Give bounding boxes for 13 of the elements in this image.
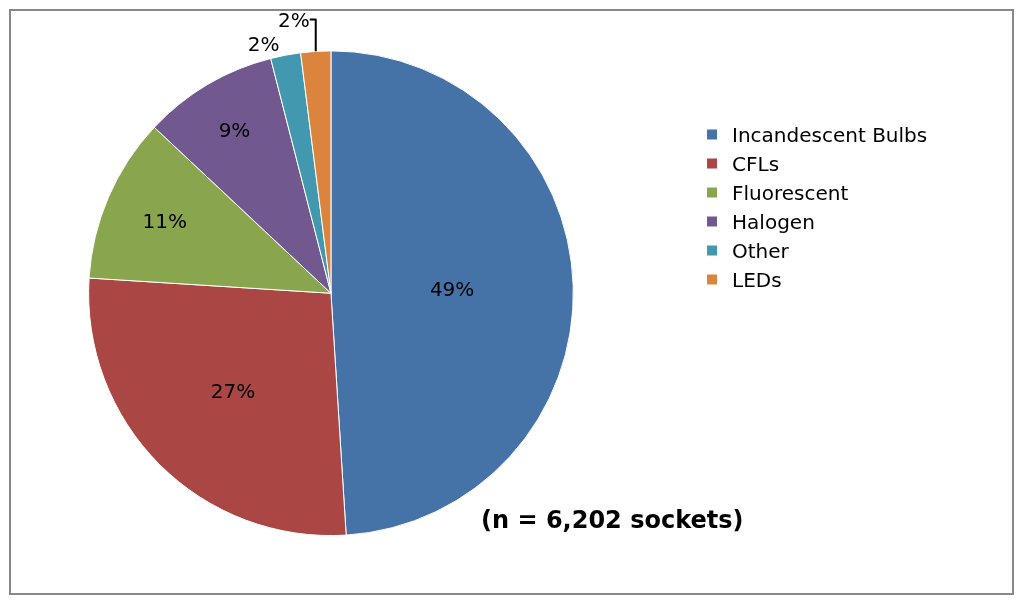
data-label: 2% bbox=[247, 31, 280, 56]
legend-label: Halogen bbox=[732, 210, 815, 235]
legend-label: CFLs bbox=[732, 152, 780, 177]
text: (n = 6,202 sockets) bbox=[481, 506, 744, 534]
data-label: 9% bbox=[218, 118, 251, 143]
legend-label: Fluorescent bbox=[732, 181, 849, 206]
legend-label: Incandescent Bulbs bbox=[732, 123, 928, 148]
data-label: 11% bbox=[142, 209, 188, 234]
data-label: 49% bbox=[429, 277, 475, 302]
data-label: 27% bbox=[210, 379, 256, 404]
legend-label: Other bbox=[732, 239, 790, 264]
data-label: 2% bbox=[278, 7, 310, 32]
legend-label: LEDs bbox=[732, 268, 782, 293]
